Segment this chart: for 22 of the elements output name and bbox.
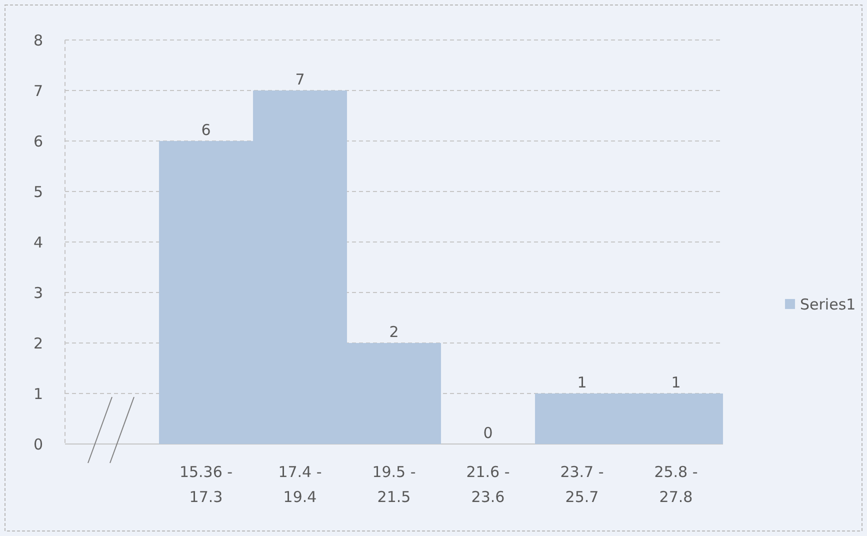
legend-label: Series1	[800, 295, 856, 314]
data-label: 7	[295, 70, 305, 88]
y-tick-label: 1	[33, 384, 43, 403]
x-tick-label: 25.8 - 27.8	[654, 463, 698, 506]
y-tick-label: 0	[33, 435, 43, 454]
y-tick-label: 3	[33, 284, 43, 302]
y-tick-label: 5	[33, 182, 43, 201]
data-label: 0	[483, 424, 493, 442]
data-label: 2	[389, 323, 399, 341]
x-tick-label: 15.36 - 17.3	[179, 463, 233, 506]
y-tick-label: 4	[33, 233, 43, 252]
data-label: 6	[201, 121, 211, 139]
y-tick-label: 7	[33, 82, 43, 100]
x-tick-label: 21.6 - 23.6	[466, 463, 510, 506]
x-tick-label: 23.7 - 25.7	[560, 463, 604, 506]
y-tick-label: 2	[33, 334, 43, 352]
data-label: 1	[577, 374, 587, 392]
x-tick-label: 17.4 - 19.4	[278, 463, 322, 506]
x-tick-label: 19.5 - 21.5	[372, 463, 416, 506]
y-tick-label: 6	[33, 132, 43, 150]
data-label: 1	[671, 374, 681, 392]
y-tick-label: 8	[33, 31, 43, 50]
